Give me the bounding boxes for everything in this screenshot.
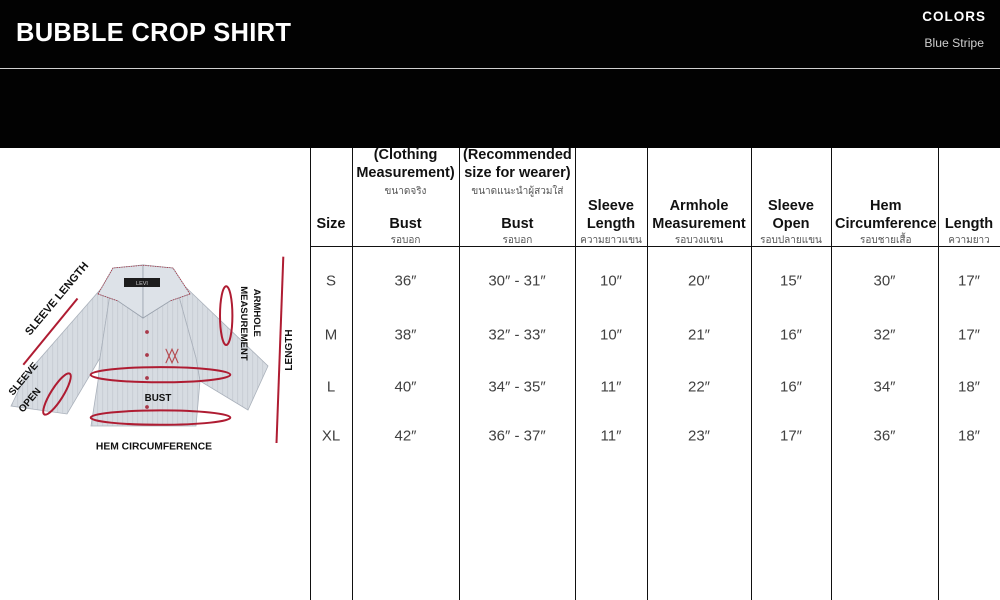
svg-text:HEM CIRCUMFERENCE: HEM CIRCUMFERENCE <box>96 442 212 453</box>
svg-text:BUST: BUST <box>145 393 172 404</box>
svg-text:LEVI: LEVI <box>136 281 148 287</box>
svg-text:MEASUREMENT: MEASUREMENT <box>238 286 249 361</box>
svg-text:ARMHOLE: ARMHOLE <box>251 289 262 337</box>
svg-text:LENGTH: LENGTH <box>284 329 295 370</box>
